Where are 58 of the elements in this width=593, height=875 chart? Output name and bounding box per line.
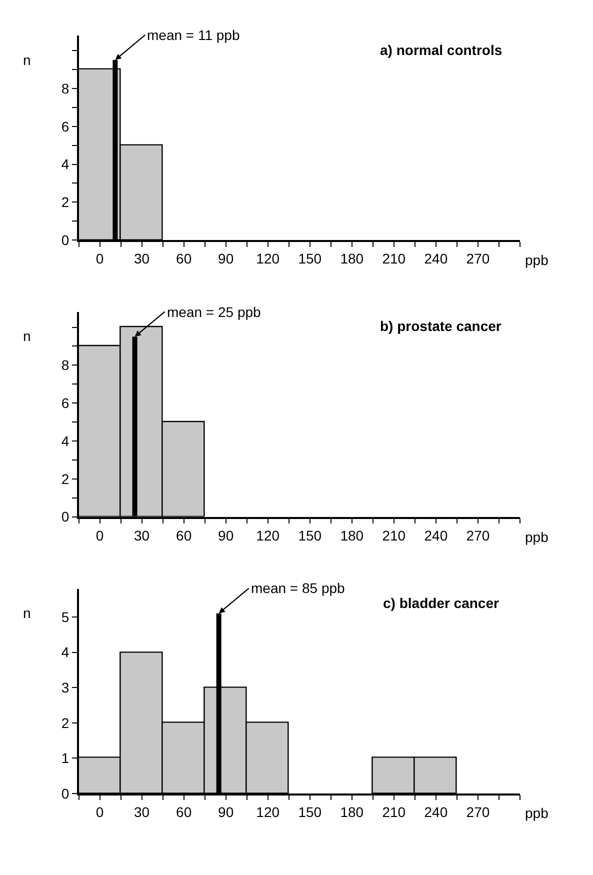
text: c) bladder cancer	[383, 595, 500, 611]
y-tick-label: 0	[61, 785, 70, 802]
x-tick-label: 150	[298, 527, 322, 544]
x-tick-label: 90	[218, 527, 234, 544]
y-axis-title: n	[23, 52, 31, 68]
y-tick-label: 8	[61, 80, 70, 96]
x-tick-label: 210	[382, 804, 406, 820]
x-tick-label: 60	[176, 250, 192, 267]
x-axis-title: ppb	[525, 529, 549, 545]
x-tick-label: 30	[134, 804, 150, 820]
y-tick-label: 6	[61, 394, 70, 411]
x-tick-label: 180	[340, 804, 364, 820]
y-tick-label: 8	[61, 357, 70, 374]
x-axis-title: ppb	[525, 252, 549, 268]
x-tick-label: 150	[298, 250, 322, 267]
y-tick-label: 4	[61, 644, 70, 660]
x-tick-label: 120	[256, 804, 280, 820]
x-tick-label: 120	[256, 250, 280, 267]
x-tick-label: 240	[424, 804, 448, 820]
x-tick-label: 90	[218, 250, 234, 267]
ref-line-label: mean = 11 ppb	[147, 27, 240, 43]
x-tick-label: 120	[256, 527, 280, 544]
y-tick-label: 2	[61, 470, 70, 487]
x-tick-label: 270	[466, 804, 490, 820]
y-axis-title: n	[23, 328, 31, 344]
x-tick-label: 0	[96, 804, 104, 820]
y-tick-label: 4	[61, 156, 70, 172]
x-tick-label: 180	[340, 250, 364, 267]
y-tick-label: 0	[61, 508, 70, 525]
x-tick-label: 30	[134, 527, 150, 544]
x-tick-label: 240	[424, 527, 448, 544]
x-tick-label: 270	[466, 527, 490, 544]
x-tick-label: 30	[134, 250, 150, 267]
chart-title: b) prostate cancer	[380, 318, 502, 334]
y-tick-label: 2	[61, 714, 70, 731]
y-tick-label: 2	[61, 194, 70, 210]
y-tick-label: 5	[61, 608, 70, 625]
x-tick-label: 60	[176, 804, 192, 820]
y-tick-label: 6	[61, 118, 70, 134]
text: a) normal controls	[380, 42, 502, 58]
x-tick-label: 240	[424, 250, 448, 267]
x-tick-label: 90	[218, 804, 234, 820]
y-tick-label: 4	[61, 432, 70, 449]
x-tick-label: 0	[96, 250, 104, 267]
y-tick-label: 1	[61, 750, 70, 766]
ref-line-label: mean = 85 ppb	[251, 580, 346, 596]
x-tick-label: 180	[340, 527, 364, 544]
x-tick-label: 210	[382, 250, 406, 267]
x-tick-label: 60	[176, 527, 192, 544]
x-tick-label: 150	[298, 804, 322, 820]
y-axis-title: n	[23, 605, 31, 621]
x-axis-title: ppb	[525, 805, 549, 821]
x-tick-label: 0	[96, 527, 104, 544]
x-tick-label: 210	[382, 527, 406, 544]
y-tick-label: 0	[61, 232, 70, 248]
x-tick-label: 270	[466, 250, 490, 267]
ref-line-label: mean = 25 ppb	[167, 304, 262, 320]
y-tick-label: 3	[61, 680, 70, 696]
